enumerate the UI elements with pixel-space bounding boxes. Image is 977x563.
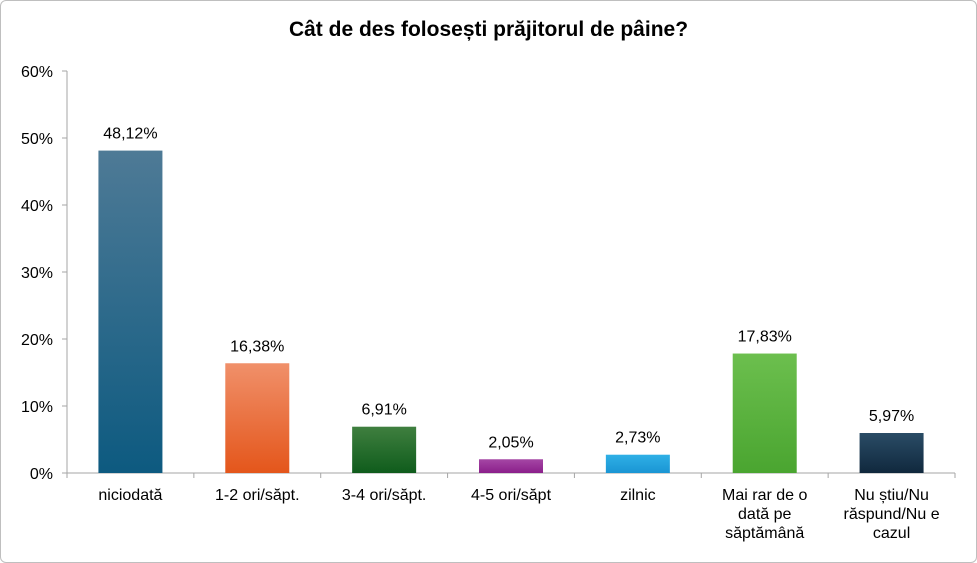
y-tick-label: 30%: [21, 265, 53, 282]
data-label: 16,38%: [230, 338, 284, 355]
data-label: 2,73%: [615, 430, 660, 447]
bar: [732, 353, 797, 473]
x-tick-label: niciodată: [98, 487, 162, 504]
y-tick-label: 20%: [21, 332, 53, 349]
data-label: 48,12%: [103, 126, 157, 143]
bar: [605, 454, 670, 473]
x-tick-label: dată pe: [738, 506, 791, 523]
x-tick-label: 1-2 ori/săpt.: [215, 487, 299, 504]
data-label: 5,97%: [869, 408, 914, 425]
bar: [859, 433, 924, 473]
y-tick-label: 0%: [30, 466, 53, 483]
x-tick-label: săptămână: [725, 525, 804, 542]
x-tick-label: Nu știu/Nu: [854, 487, 929, 504]
bar: [352, 426, 417, 473]
x-tick-label: 3-4 ori/săpt.: [342, 487, 426, 504]
x-tick-label: 4-5 ori/săpt: [471, 487, 552, 504]
y-tick-label: 10%: [21, 399, 53, 416]
x-tick-label: zilnic: [620, 487, 656, 504]
y-tick-label: 40%: [21, 198, 53, 215]
x-tick-label: cazul: [873, 525, 910, 542]
bar: [98, 150, 163, 473]
y-tick-label: 50%: [21, 131, 53, 148]
data-label: 2,05%: [488, 434, 533, 451]
y-tick-label: 60%: [21, 64, 53, 81]
x-tick-label: Mai rar de o: [722, 487, 807, 504]
bar: [479, 459, 543, 473]
chart-title: Cât de des folosești prăjitorul de pâine…: [288, 18, 689, 41]
data-label: 17,83%: [738, 329, 792, 346]
x-tick-label: răspund/Nu e: [844, 506, 940, 523]
bar: [225, 363, 290, 473]
data-label: 6,91%: [361, 402, 406, 419]
